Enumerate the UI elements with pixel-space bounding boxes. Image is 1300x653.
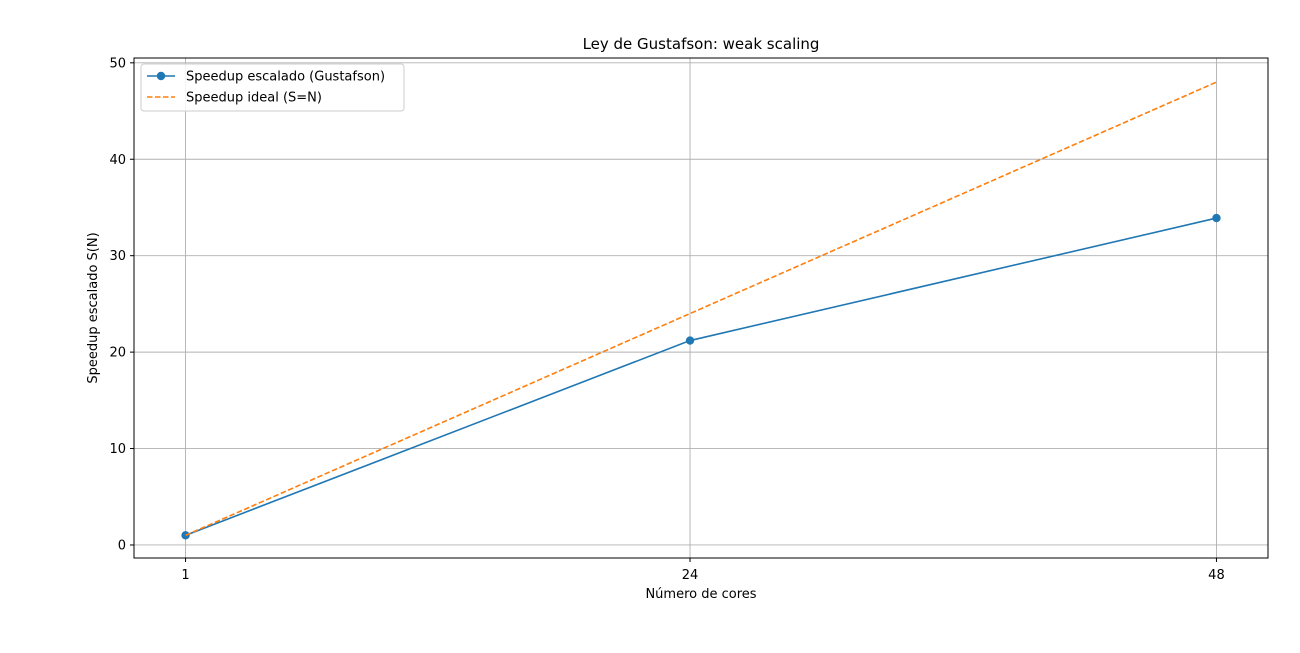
series-1-point	[1212, 213, 1221, 223]
series-layer	[181, 81, 1221, 540]
plot-frame	[133, 57, 1269, 559]
y-axis-label: Speedup escalado S(N)	[86, 232, 101, 383]
series-1-point	[685, 336, 695, 345]
x-tick-label: 1	[181, 568, 189, 583]
legend: Speedup escalado (Gustafson) Speedup idea…	[140, 63, 405, 112]
chart-title: Ley de Gustafson: weak scaling	[583, 35, 820, 53]
legend-marker-1	[156, 71, 166, 81]
grid-lines	[134, 58, 1268, 558]
legend-label-1: Speedup escalado (Gustafson)	[186, 70, 385, 85]
x-axis-label: Número de cores	[645, 587, 756, 602]
legend-box	[140, 63, 405, 112]
legend-label-2: Speedup ideal (S=N)	[186, 91, 322, 106]
axis-ticks: 1 24 48 0 10 20 30 40 50	[109, 56, 1224, 583]
y-tick-label: 10	[109, 442, 126, 457]
y-tick-label: 50	[109, 56, 126, 71]
y-tick-label: 30	[109, 249, 126, 264]
y-tick-label: 40	[109, 153, 126, 168]
x-tick-label: 24	[682, 568, 699, 583]
x-tick-label: 48	[1208, 568, 1225, 583]
y-tick-label: 20	[109, 346, 126, 361]
y-tick-label: 0	[118, 538, 126, 553]
